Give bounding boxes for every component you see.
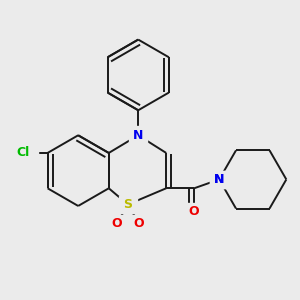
- Bar: [185, 203, 203, 221]
- Bar: [210, 171, 228, 188]
- Text: O: O: [189, 205, 200, 218]
- Text: N: N: [214, 173, 224, 186]
- Bar: [130, 215, 148, 232]
- Bar: [7, 144, 38, 162]
- Bar: [108, 215, 126, 232]
- Text: O: O: [134, 217, 144, 230]
- Bar: [129, 126, 147, 144]
- Text: S: S: [123, 198, 132, 211]
- Text: O: O: [112, 217, 122, 230]
- Text: N: N: [214, 173, 224, 186]
- Bar: [210, 171, 228, 188]
- Text: Cl: Cl: [16, 146, 29, 159]
- Text: N: N: [133, 129, 143, 142]
- Bar: [119, 196, 137, 213]
